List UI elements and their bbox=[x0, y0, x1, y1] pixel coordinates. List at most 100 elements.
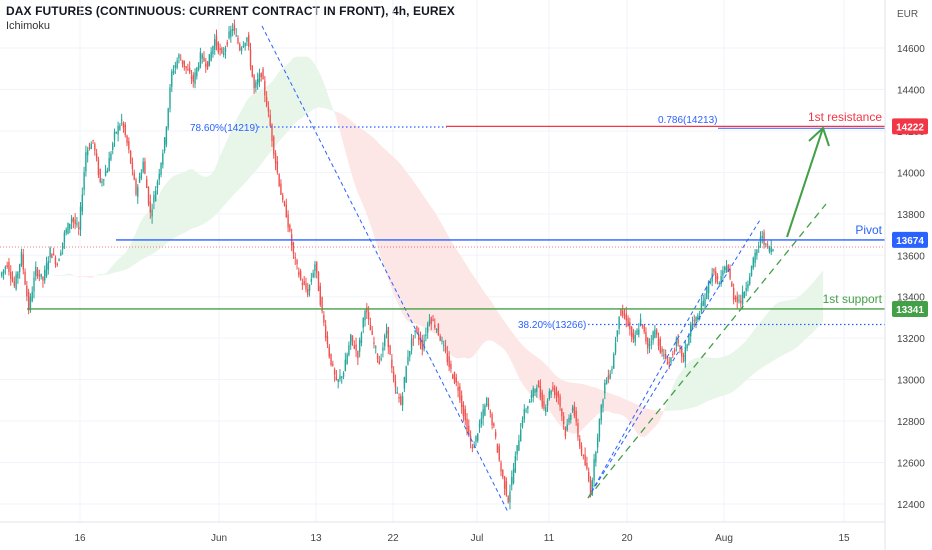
candle-body bbox=[589, 480, 592, 495]
candle-body bbox=[33, 277, 35, 292]
candle-body bbox=[514, 456, 517, 473]
pivot-price-badge bbox=[892, 231, 928, 248]
candle-body bbox=[541, 392, 543, 407]
candle-body bbox=[409, 350, 411, 357]
candle-body bbox=[627, 318, 629, 327]
candle-body bbox=[652, 331, 654, 341]
candle-body bbox=[224, 48, 227, 53]
candle-body bbox=[740, 300, 742, 303]
candle-body bbox=[530, 394, 533, 398]
candle-body bbox=[428, 320, 431, 325]
y-tick-label: 13800 bbox=[897, 210, 925, 221]
candle-body bbox=[337, 379, 339, 383]
candle-body bbox=[575, 410, 577, 422]
candle-body bbox=[743, 292, 746, 298]
candle-body bbox=[362, 318, 364, 328]
y-tick-label: 12400 bbox=[897, 500, 925, 511]
candle-body bbox=[602, 399, 604, 408]
candle-body bbox=[176, 60, 178, 68]
candle-body bbox=[695, 317, 697, 322]
candle-body bbox=[110, 153, 112, 160]
candle-body bbox=[498, 446, 500, 461]
candle-body bbox=[580, 445, 583, 455]
x-tick-label: Jun bbox=[211, 533, 227, 544]
currency-label: EUR bbox=[897, 9, 918, 20]
candle-body bbox=[741, 291, 744, 305]
candle-body bbox=[310, 278, 313, 282]
candle-body bbox=[367, 311, 370, 320]
candle-body bbox=[704, 298, 706, 307]
candle-body bbox=[568, 417, 570, 423]
candle-body bbox=[183, 60, 186, 68]
candle-body bbox=[187, 69, 189, 71]
candle-body bbox=[468, 425, 470, 436]
candle-body bbox=[471, 446, 474, 448]
candle-body bbox=[661, 348, 663, 353]
candle-body bbox=[672, 353, 674, 356]
candle-body bbox=[614, 342, 617, 353]
candle-body bbox=[448, 356, 450, 368]
candle-body bbox=[621, 310, 624, 316]
candle-body bbox=[577, 422, 579, 438]
candle-body bbox=[147, 186, 150, 205]
candle-body bbox=[333, 369, 336, 375]
candle-body bbox=[487, 403, 490, 407]
candle-body bbox=[537, 380, 540, 388]
candle-body bbox=[584, 454, 586, 466]
candle-body bbox=[434, 324, 436, 328]
candle-body bbox=[571, 407, 574, 412]
x-tick-label: 15 bbox=[838, 533, 850, 544]
candle-body bbox=[237, 37, 239, 44]
candle-body bbox=[357, 351, 359, 359]
candle-body bbox=[144, 161, 146, 174]
candle-body bbox=[545, 407, 547, 413]
projection-arrowhead bbox=[808, 126, 830, 147]
candle-body bbox=[205, 63, 207, 67]
candle-body bbox=[280, 183, 282, 195]
candle-body bbox=[38, 274, 41, 276]
candle-body bbox=[165, 127, 168, 145]
candle-body bbox=[221, 48, 223, 54]
candle-body bbox=[756, 249, 758, 256]
support-price-badge bbox=[892, 300, 928, 317]
candle-body bbox=[688, 334, 690, 346]
candle-body bbox=[460, 395, 463, 408]
candle-body bbox=[439, 336, 441, 341]
candle-body bbox=[265, 96, 268, 107]
candle-body bbox=[623, 315, 626, 317]
candle-body bbox=[260, 73, 262, 77]
candle-body bbox=[598, 419, 601, 438]
candle-body bbox=[101, 181, 103, 183]
candle-body bbox=[208, 54, 211, 67]
candle-body bbox=[749, 276, 751, 285]
candle-body bbox=[493, 423, 495, 426]
candle-body bbox=[115, 132, 118, 134]
candle-body bbox=[604, 382, 606, 394]
candle-body bbox=[482, 409, 484, 419]
candle-body bbox=[119, 125, 121, 130]
candle-body bbox=[382, 347, 384, 351]
candle-body bbox=[596, 437, 599, 448]
candle-body bbox=[305, 283, 307, 290]
candle-body bbox=[214, 39, 216, 50]
candle-body bbox=[410, 339, 413, 351]
support-trendline bbox=[587, 203, 827, 499]
candle-body bbox=[613, 353, 615, 369]
candle-body bbox=[607, 375, 610, 380]
candle-body bbox=[757, 245, 760, 248]
candle-body bbox=[294, 257, 296, 259]
candle-body bbox=[702, 300, 704, 306]
candle-body bbox=[441, 340, 443, 342]
candle-body bbox=[750, 265, 753, 276]
candle-body bbox=[206, 61, 209, 69]
cloud-bearish bbox=[336, 111, 666, 438]
candle-body bbox=[271, 124, 273, 141]
candle-body bbox=[437, 323, 440, 335]
candle-body bbox=[292, 242, 295, 254]
candle-body bbox=[11, 278, 14, 282]
candle-body bbox=[24, 271, 26, 285]
indicator-label: Ichimoku bbox=[6, 20, 51, 32]
candle-body bbox=[521, 419, 524, 427]
candle-body bbox=[375, 346, 377, 348]
